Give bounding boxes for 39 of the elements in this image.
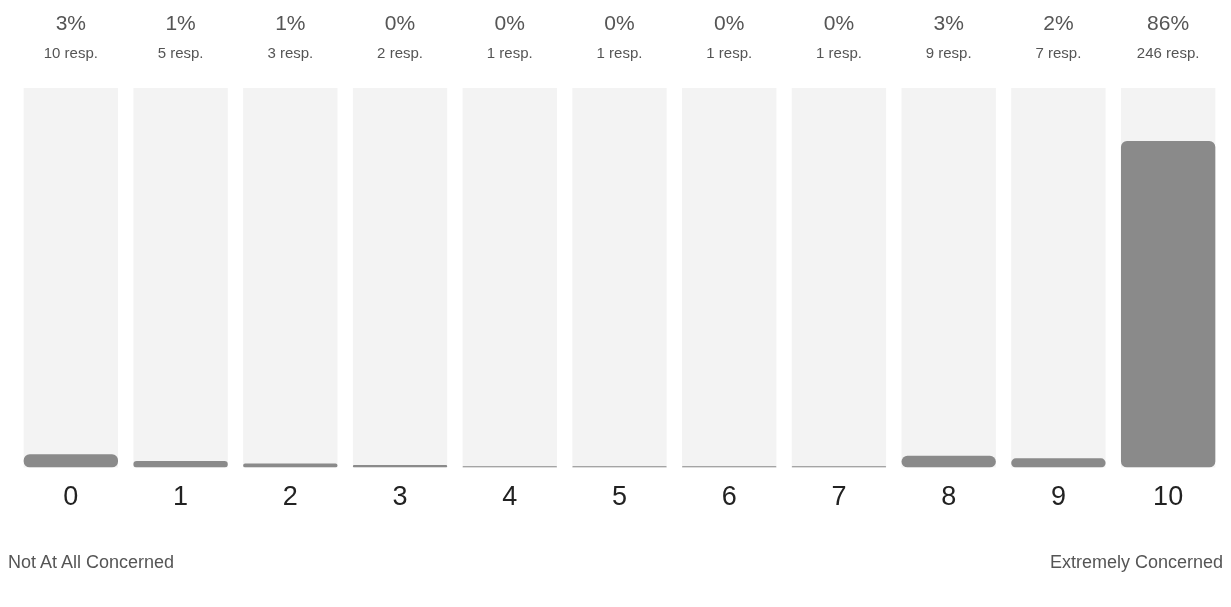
x-tick-label: 0 xyxy=(63,481,79,512)
bar xyxy=(1011,458,1106,468)
x-tick-label: 7 xyxy=(831,481,847,512)
x-tick-label: 8 xyxy=(941,481,957,512)
data-label: 10 resp. xyxy=(43,44,98,61)
text: 3% xyxy=(55,11,87,34)
x-tick-label: 6 xyxy=(721,481,737,512)
text: 0% xyxy=(604,11,635,34)
x-tick-label: 10 xyxy=(1153,481,1184,512)
text: Extremely Concerned xyxy=(1049,552,1223,573)
text: 3% xyxy=(933,11,964,34)
data-label: 5 resp. xyxy=(157,44,204,61)
data-label: 2 resp. xyxy=(377,44,423,61)
text: 0% xyxy=(823,11,855,34)
data-label: 1 resp. xyxy=(486,44,533,61)
x-tick-label: 3 xyxy=(392,481,408,512)
text: 1% xyxy=(275,11,306,34)
x-tick-label: 5 xyxy=(611,481,628,512)
data-label: 1 resp. xyxy=(596,44,643,61)
data-label: 246 resp. xyxy=(1136,44,1200,61)
data-label: 1 resp. xyxy=(816,44,862,61)
x-tick-label: 9 xyxy=(1050,481,1066,512)
bar xyxy=(133,460,228,468)
x-tick-label: 2 xyxy=(282,481,298,512)
text: 0% xyxy=(714,11,745,34)
data-label: 1 resp. xyxy=(706,44,753,61)
data-label: 9 resp. xyxy=(925,44,972,61)
x-tick-label: 4 xyxy=(502,481,518,512)
bar xyxy=(901,455,996,468)
text: Not At All Concerned xyxy=(8,552,175,573)
text: 86% xyxy=(1147,11,1190,34)
data-label: 3 resp. xyxy=(267,44,314,61)
text: 2% xyxy=(1043,11,1074,34)
bar xyxy=(23,454,119,468)
x-tick-label: 1 xyxy=(173,481,189,512)
text: 1% xyxy=(165,11,196,34)
text: 0% xyxy=(384,11,416,34)
text: 0% xyxy=(494,11,525,34)
data-label: 7 resp. xyxy=(1035,44,1082,61)
